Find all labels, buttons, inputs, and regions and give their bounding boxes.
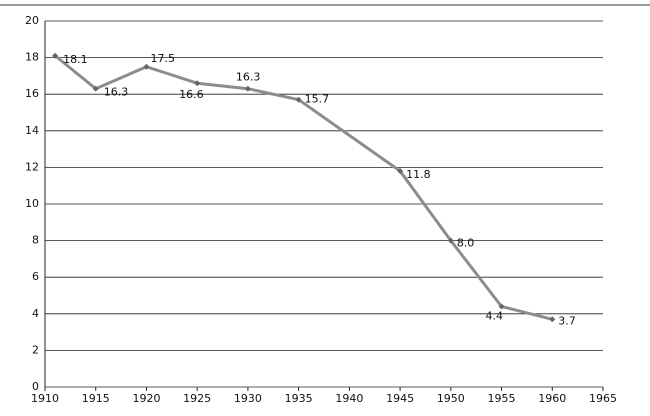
y-tick-label: 16 bbox=[25, 87, 39, 100]
y-tick-label: 14 bbox=[25, 124, 39, 137]
y-tick-label: 12 bbox=[25, 160, 39, 173]
marker bbox=[244, 85, 251, 92]
data-label: 18.1 bbox=[63, 53, 88, 66]
x-tick-label: 1910 bbox=[31, 392, 59, 405]
data-label: 16.6 bbox=[179, 88, 204, 101]
x-tick-label: 1965 bbox=[589, 392, 617, 405]
y-tick-label: 0 bbox=[32, 380, 39, 393]
x-tick-label: 1930 bbox=[234, 392, 262, 405]
marker bbox=[397, 168, 404, 175]
x-tick-label: 1925 bbox=[183, 392, 211, 405]
x-tick-label: 1960 bbox=[538, 392, 566, 405]
y-tick-label: 8 bbox=[32, 234, 39, 247]
data-label: 15.7 bbox=[305, 93, 330, 106]
y-tick-label: 6 bbox=[32, 270, 39, 283]
data-label: 4.4 bbox=[486, 309, 504, 322]
marker bbox=[52, 52, 59, 59]
x-tick-label: 1940 bbox=[335, 392, 363, 405]
marker bbox=[447, 237, 454, 244]
data-label: 8.0 bbox=[457, 237, 475, 250]
x-tick-label: 1935 bbox=[285, 392, 313, 405]
data-label: 16.3 bbox=[104, 86, 128, 99]
y-tick-label: 4 bbox=[32, 307, 39, 320]
x-tick-label: 1950 bbox=[437, 392, 465, 405]
marker bbox=[295, 96, 302, 103]
x-tick-label: 1955 bbox=[488, 392, 516, 405]
x-tick-label: 1915 bbox=[82, 392, 110, 405]
marker bbox=[194, 80, 201, 87]
y-tick-label: 10 bbox=[25, 197, 39, 210]
x-tick-label: 1945 bbox=[386, 392, 414, 405]
y-tick-label: 20 bbox=[25, 14, 39, 27]
marker bbox=[143, 63, 150, 70]
y-tick-label: 18 bbox=[25, 51, 39, 64]
marker bbox=[549, 316, 556, 323]
marker bbox=[92, 85, 99, 92]
data-label: 16.3 bbox=[236, 71, 261, 84]
line bbox=[54, 54, 553, 321]
y-tick-label: 2 bbox=[32, 343, 39, 356]
x-tick-label: 1920 bbox=[132, 392, 160, 405]
marker bbox=[498, 303, 505, 310]
data-label: 3.7 bbox=[558, 314, 576, 327]
data-label: 17.5 bbox=[150, 52, 175, 65]
data-label: 11.8 bbox=[406, 168, 431, 181]
